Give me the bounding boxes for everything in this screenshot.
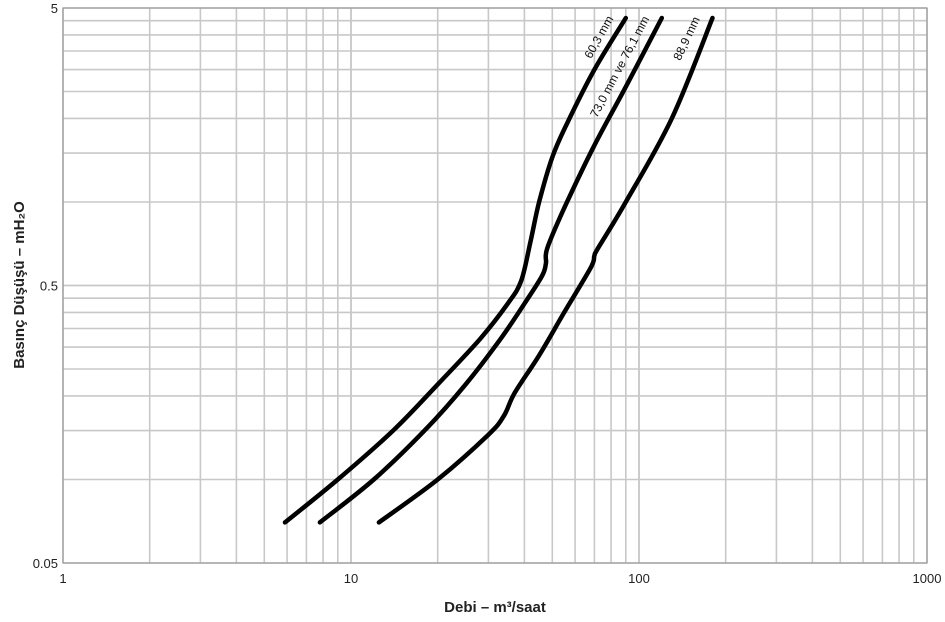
plot-frame <box>62 7 928 564</box>
y-axis-title: Basınç Düşüşü – mH₂O <box>11 201 28 369</box>
x-tick-label: 10 <box>344 571 358 586</box>
x-tick-label: 1000 <box>913 571 942 586</box>
series-line <box>376 15 715 525</box>
x-tick-label: 100 <box>628 571 650 586</box>
tick-labels: 1 10 100 1000 0.05 0.5 5 <box>33 1 942 586</box>
series-line <box>317 15 665 525</box>
grid <box>62 7 928 564</box>
x-axis-title: Debi – m³/saat <box>444 599 546 616</box>
curves <box>282 15 715 525</box>
x-tick-label: 1 <box>59 571 66 586</box>
series-line <box>282 15 629 525</box>
y-tick-label: 5 <box>51 1 58 16</box>
y-tick-label: 0.05 <box>33 556 58 571</box>
y-tick-label: 0.5 <box>40 279 58 294</box>
